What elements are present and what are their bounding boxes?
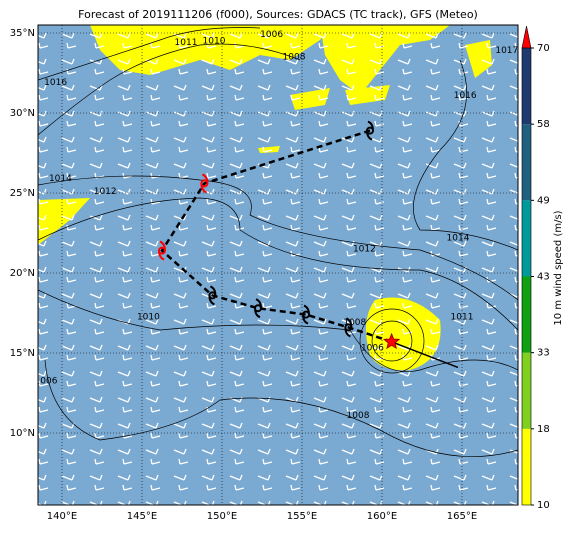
lon-tick-label: 160°E — [367, 511, 397, 522]
storm-symbol — [158, 240, 167, 261]
colorbar-tick-label: 58 — [537, 119, 550, 130]
storm-symbol — [254, 298, 263, 319]
current-position — [382, 332, 401, 350]
tc-track — [158, 120, 459, 369]
lat-tick-label: 25°N — [10, 188, 35, 199]
isobar-label: 1011 — [175, 38, 198, 48]
colorbar-tick-label: 18 — [537, 424, 550, 435]
isobar-label: 1006 — [35, 377, 58, 387]
colorbar-segment — [522, 200, 531, 277]
colorbar-segment — [522, 352, 531, 429]
isobar-label: 1010 — [137, 313, 160, 323]
lat-tick-label: 35°N — [10, 28, 35, 39]
storm-symbol — [302, 304, 311, 325]
lon-tick-label: 165°E — [447, 511, 477, 522]
lon-tick-label: 150°E — [207, 511, 237, 522]
isobar-label: 1006 — [361, 344, 384, 354]
forecast-line — [391, 341, 459, 369]
colorbar-tick-label: 43 — [537, 272, 550, 283]
isobar-label: 1014 — [49, 174, 72, 184]
colorbar-segment — [522, 48, 531, 125]
colorbar-extend — [521, 25, 532, 49]
lon-tick-label: 155°E — [287, 511, 317, 522]
lat-tick-label: 30°N — [10, 108, 35, 119]
map-area: 1011 1010 1006 1008 1016 1017 1016 1014 1012 1012… — [35, 25, 518, 505]
colorbar-tick-label: 49 — [537, 195, 550, 206]
isobar-label: 1008 — [347, 411, 370, 421]
storm-symbol — [208, 285, 217, 306]
isobar-label: 1016 — [454, 91, 477, 101]
isobar-label: 1014 — [447, 233, 470, 243]
storm-symbol — [366, 120, 375, 141]
colorbar: 10 18 33 43 49 58 70 — [521, 25, 550, 511]
isobar-labels: 1011 1010 1006 1008 1016 1017 1016 1014 1012 1012… — [35, 30, 518, 421]
lat-tick-label: 10°N — [10, 428, 35, 439]
colorbar-tick-label: 10 — [537, 500, 550, 511]
colorbar-tick-label: 70 — [537, 43, 550, 54]
lon-tick-label: 145°E — [127, 511, 157, 522]
track-line — [160, 129, 392, 343]
colorbar-segment — [522, 276, 531, 353]
isobars — [38, 27, 518, 457]
isobar-label: 1008 — [283, 53, 306, 63]
storm-symbol — [200, 173, 209, 194]
isobar-label: 1011 — [451, 313, 474, 323]
title: Forecast of 2019111206 (f000), Sources: … — [78, 8, 478, 21]
isobar-label: 1006 — [260, 30, 283, 40]
storm-symbol — [344, 317, 353, 338]
lat-tick-label: 20°N — [10, 268, 35, 279]
colorbar-tick-label: 33 — [537, 348, 550, 359]
colorbar-label: 10 m wind speed (m/s) — [553, 210, 564, 325]
lon-tick-label: 140°E — [47, 511, 77, 522]
map-frame — [37, 24, 519, 506]
isobar-label: 1016 — [44, 78, 67, 88]
axis-labels: 140°E 145°E 150°E 155°E 160°E 165°E 10°N 15°N 20… — [10, 28, 477, 522]
colorbar-segment — [522, 124, 531, 201]
graticule — [38, 25, 518, 505]
isobar-label: 1008 — [343, 318, 366, 328]
isobar-label: 1012 — [353, 245, 376, 255]
isobar-label: 1017 — [495, 46, 518, 56]
isobar-label: 1012 — [94, 187, 117, 197]
wind-barbs — [38, 25, 518, 505]
isobar-label: 1010 — [203, 37, 226, 47]
lat-tick-label: 15°N — [10, 348, 35, 359]
colorbar-segment — [522, 428, 531, 505]
